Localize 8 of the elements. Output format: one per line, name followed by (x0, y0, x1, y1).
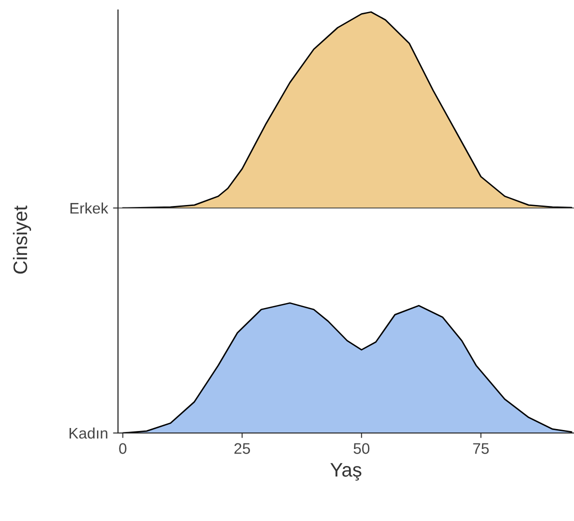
x-tick-label: 0 (119, 443, 126, 454)
x-tick-label: 75 (473, 443, 489, 454)
x-tick-label: 25 (234, 443, 250, 454)
series-label: Kadın (70, 427, 108, 439)
x-axis-title: Yaş (330, 463, 362, 481)
x-tick-label: 50 (354, 443, 370, 454)
y-axis-title: Cinsiyet (12, 206, 32, 274)
series-label: Erkek (70, 202, 108, 214)
